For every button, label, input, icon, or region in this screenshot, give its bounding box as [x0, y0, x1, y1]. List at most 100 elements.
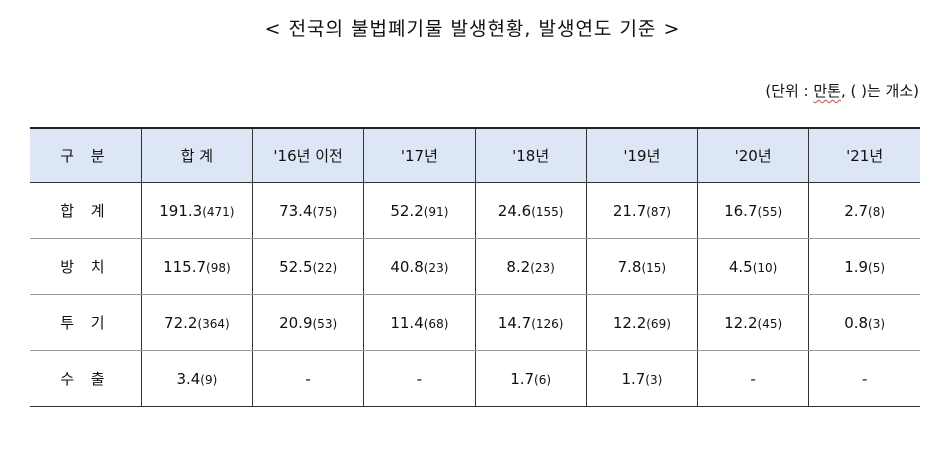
cell-amount: 16.7 [724, 201, 758, 220]
cell-amount: 12.2 [724, 313, 758, 332]
table-row: 투 기 72.2(364) 20.9(53) 11.4(68) 14.7(126) 12.… [30, 294, 920, 351]
unit-prefix: (단위 : [765, 82, 814, 100]
table-cell: 73.4(75) [251, 182, 364, 239]
page-title: < 전국의 불법폐기물 발생현황, 발생연도 기준 > [264, 18, 681, 40]
table-cell: 191.3(471) [140, 182, 253, 239]
cell-amount: - [416, 369, 423, 388]
cell-amount: 52.2 [390, 201, 424, 220]
cell-amount: 7.8 [617, 257, 642, 276]
cell-amount: - [750, 369, 756, 388]
table-cell: 1.9(5) [808, 238, 920, 295]
table-cell: 12.2(45) [696, 294, 809, 351]
cell-site-count: (9) [200, 372, 218, 387]
table-row: 합 계 191.3(471) 73.4(75) 52.2(91) 24.6(155) 21… [30, 182, 920, 239]
cell-site-count: (22) [312, 260, 338, 275]
table-cell: 16.7(55) [696, 182, 809, 239]
cell-amount: 4.5 [728, 257, 753, 276]
cell-amount: 115.7 [163, 257, 207, 276]
table-cell: - [808, 350, 920, 407]
cell-amount: 1.7 [621, 369, 646, 388]
header-before-2016: '16년 이전 [251, 127, 364, 183]
cell-amount: 73.4 [279, 201, 313, 220]
table-cell: 8.2(23) [474, 238, 587, 295]
cell-site-count: (91) [423, 204, 449, 219]
cell-site-count: (126) [531, 316, 564, 331]
table-cell: - [363, 350, 475, 407]
table-cell: 1.7(6) [474, 350, 587, 407]
cell-site-count: (8) [868, 204, 886, 219]
table-cell: 1.7(3) [585, 350, 698, 407]
waste-table: 구 분 합 계 '16년 이전 '17년 '18년 '19년 '20년 '21년… [30, 127, 920, 407]
cell-amount: 11.4 [390, 313, 424, 332]
cell-amount: 72.2 [164, 313, 198, 332]
unit-suffix: , ( )는 개소) [840, 82, 919, 100]
header-2017: '17년 [363, 127, 475, 183]
cell-site-count: (45) [757, 316, 783, 331]
row-label: 방 치 [30, 238, 142, 295]
cell-site-count: (55) [757, 204, 783, 219]
cell-site-count: (23) [530, 260, 555, 275]
cell-amount: 21.7 [612, 201, 647, 220]
header-2018: '18년 [474, 127, 587, 183]
cell-site-count: (15) [641, 260, 667, 275]
table-cell: 3.4(9) [140, 350, 253, 407]
cell-site-count: (471) [202, 204, 235, 219]
table-cell: 14.7(126) [474, 294, 587, 351]
table-cell: 52.5(22) [251, 238, 364, 295]
cell-amount: 14.7 [497, 313, 532, 332]
table-cell: 12.2(69) [585, 294, 698, 351]
cell-amount: 0.8 [844, 313, 869, 332]
cell-site-count: (155) [531, 204, 564, 219]
cell-site-count: (6) [534, 372, 552, 387]
cell-site-count: (68) [423, 316, 449, 331]
cell-site-count: (364) [197, 316, 230, 331]
cell-site-count: (87) [646, 204, 671, 219]
table-cell: 40.8(23) [363, 238, 475, 295]
cell-site-count: (53) [312, 316, 338, 331]
table-cell: 20.9(53) [251, 294, 364, 351]
header-2019: '19년 [585, 127, 698, 183]
table-cell: 115.7(98) [140, 238, 253, 295]
cell-site-count: (5) [868, 260, 886, 275]
cell-amount: 3.4 [176, 369, 201, 388]
row-label: 투 기 [30, 294, 142, 351]
cell-amount: 52.5 [279, 257, 313, 276]
table-cell: 52.2(91) [363, 182, 475, 239]
cell-site-count: (98) [206, 260, 231, 275]
table-cell: 72.2(364) [140, 294, 253, 351]
table-cell: 21.7(87) [585, 182, 698, 239]
table-cell: - [251, 350, 364, 407]
cell-amount: 191.3 [159, 201, 203, 220]
cell-amount: 1.7 [510, 369, 535, 388]
cell-amount: - [861, 369, 868, 388]
header-row: 구 분 합 계 '16년 이전 '17년 '18년 '19년 '20년 '21년 [30, 127, 920, 183]
cell-site-count: (10) [752, 260, 778, 275]
table-cell: 7.8(15) [585, 238, 698, 295]
cell-amount: 8.2 [506, 257, 531, 276]
table-cell: 24.6(155) [474, 182, 587, 239]
cell-amount: 24.6 [497, 201, 532, 220]
table-cell: 2.7(8) [808, 182, 920, 239]
cell-site-count: (3) [868, 316, 886, 331]
header-total: 합 계 [140, 127, 253, 183]
header-2020: '20년 [696, 127, 809, 183]
table-row: 수 출 3.4(9) - -1.7(6) 1.7(3) - - [30, 350, 920, 407]
table-row: 방 치 115.7(98) 52.5(22) 40.8(23) 8.2(23) 7.8(1… [30, 238, 920, 295]
cell-site-count: (3) [645, 372, 663, 387]
cell-site-count: (75) [312, 204, 338, 219]
cell-amount: 20.9 [279, 313, 313, 332]
cell-amount: - [305, 369, 311, 388]
header-2021: '21년 [808, 127, 920, 183]
cell-amount: 2.7 [844, 201, 869, 220]
header-category: 구 분 [30, 127, 142, 183]
table-cell: 11.4(68) [363, 294, 475, 351]
cell-site-count: (69) [646, 316, 671, 331]
cell-site-count: (23) [423, 260, 449, 275]
table-cell: - [696, 350, 809, 407]
cell-amount: 12.2 [612, 313, 647, 332]
table-cell: 4.5(10) [696, 238, 809, 295]
table-cell: 0.8(3) [808, 294, 920, 351]
unit-note: (단위 : 만톤, ( )는 개소) [765, 80, 919, 101]
row-label: 합 계 [30, 182, 142, 239]
cell-amount: 1.9 [844, 257, 869, 276]
